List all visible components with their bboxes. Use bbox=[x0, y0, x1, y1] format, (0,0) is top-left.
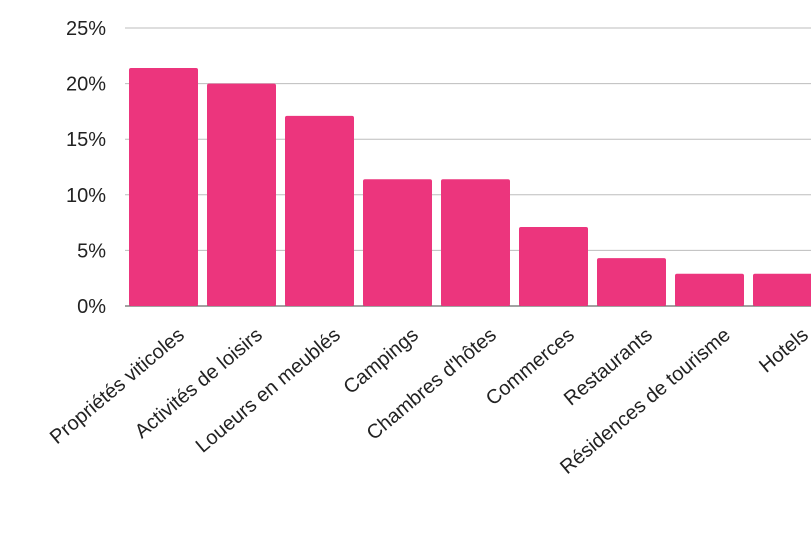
x-category-label: Propriétés viticoles bbox=[46, 324, 189, 449]
bar bbox=[207, 83, 276, 306]
bar bbox=[675, 273, 744, 306]
x-category-label: Activités de loisirs bbox=[131, 324, 267, 443]
bar bbox=[129, 68, 198, 306]
bar bbox=[363, 179, 432, 306]
y-tick-label: 5% bbox=[77, 240, 106, 262]
bars bbox=[129, 68, 811, 307]
bar bbox=[519, 227, 588, 306]
bar bbox=[285, 115, 354, 307]
x-category-label: Chambres d'hôtes bbox=[363, 324, 501, 445]
y-tick-label: 20% bbox=[66, 74, 106, 96]
bar bbox=[597, 258, 666, 306]
x-category-label: Loueurs en meublés bbox=[192, 324, 345, 457]
x-category-label: Hotels bbox=[755, 324, 811, 377]
y-tick-label: 25% bbox=[66, 18, 106, 40]
y-tick-label: 0% bbox=[77, 296, 106, 318]
y-axis-tick-labels: 0% 5% 10% 15% 20% 25% bbox=[66, 18, 106, 318]
y-tick-label: 10% bbox=[66, 185, 106, 207]
bar bbox=[441, 179, 510, 306]
y-tick-label: 15% bbox=[66, 129, 106, 151]
bar bbox=[753, 273, 811, 306]
